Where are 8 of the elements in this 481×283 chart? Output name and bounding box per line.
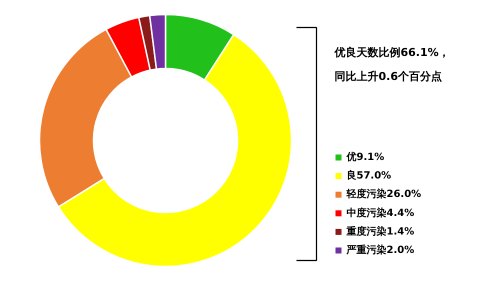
legend-label: 严重污染2.0% (346, 244, 414, 256)
legend-label: 优9.1% (346, 151, 384, 163)
text: 同比上升0.6个百分点 (334, 70, 442, 83)
legend-label: 良57.0% (346, 170, 392, 182)
legend-label: 重度污染1.4% (346, 225, 414, 238)
legend-label: 中度污染4.4% (346, 206, 414, 219)
text: 优良天数比例66.1%， (334, 46, 450, 59)
legend-label: 轻度污染26.0% (346, 188, 422, 200)
